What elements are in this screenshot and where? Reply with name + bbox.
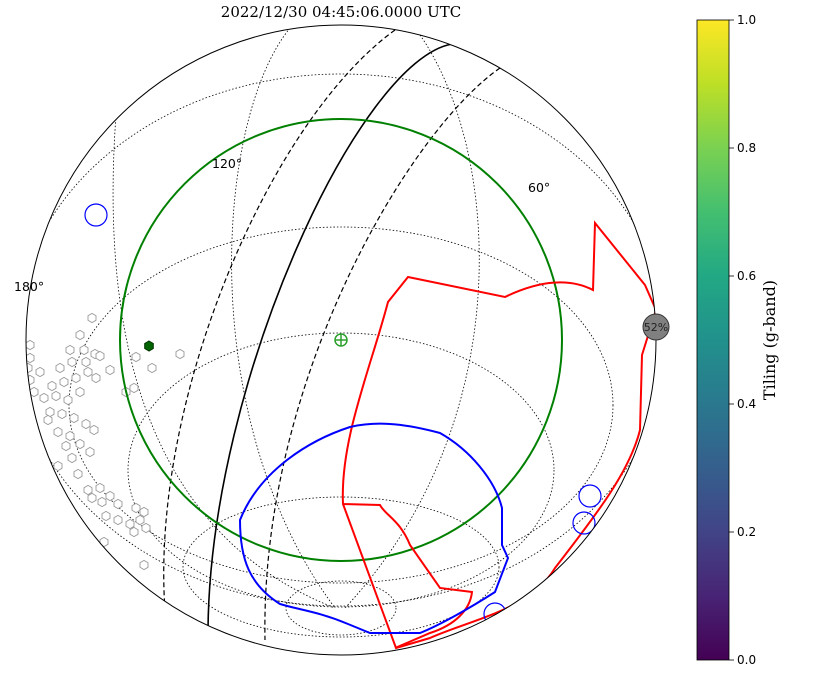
- survey-field-hexagon: [67, 356, 77, 368]
- survey-field-hexagon: [95, 482, 105, 494]
- survey-field-hexagon: [87, 312, 97, 324]
- survey-field-hexagon: [139, 506, 149, 518]
- colorbar-label: Tiling (g-band): [760, 280, 779, 400]
- survey-field-hexagon: [113, 498, 123, 510]
- survey-field-hexagon: [75, 438, 85, 450]
- survey-field-hexagon: [139, 559, 149, 571]
- survey-field-hexagon: [101, 510, 111, 522]
- survey-field-hexagon: [79, 344, 89, 356]
- colorbar-ticks: 0.0 0.2 0.4 0.6 0.8 1.0: [729, 13, 756, 667]
- survey-field-hexagon: [45, 406, 55, 418]
- chart-title: 2022/12/30 04:45:06.0000 UTC: [221, 3, 461, 21]
- survey-field-hexagon: [85, 446, 95, 458]
- survey-field-hexagon: [75, 386, 85, 398]
- survey-field-hexagon: [61, 440, 71, 452]
- zenith-marker-icon: [334, 333, 348, 347]
- survey-field-hexagon: [51, 390, 61, 402]
- grid-label-180: 180°: [14, 279, 44, 294]
- colorbar-tick-label: 0.8: [737, 141, 756, 155]
- survey-field-hexagon: [135, 514, 145, 526]
- horizon-circle: [119, 118, 563, 562]
- survey-field-hexagon: [26, 339, 35, 351]
- survey-field-hexagon: [141, 522, 151, 534]
- survey-field-hexagon: [87, 492, 97, 504]
- survey-field-hexagon: [129, 382, 139, 394]
- moon-illumination-label: 52%: [644, 321, 668, 334]
- survey-field-hexagon: [131, 502, 141, 514]
- colorbar-tick-label: 0.4: [737, 397, 756, 411]
- grid-label-60: 60°: [528, 180, 550, 195]
- colorbar-tick-label: 0.2: [737, 525, 756, 539]
- survey-field-hexagon: [99, 536, 109, 548]
- survey-field-hexagon: [131, 351, 141, 363]
- coverage-contour: [238, 422, 510, 634]
- colorbar-gradient: [696, 19, 730, 661]
- survey-field-hexagon: [89, 424, 99, 436]
- survey-field-hexagon: [26, 374, 35, 386]
- survey-field-hexagon: [67, 452, 77, 464]
- moon-icon: [642, 313, 670, 341]
- survey-fields: [26, 312, 185, 571]
- survey-field-hexagon: [65, 344, 75, 356]
- survey-field-hexagon: [81, 356, 91, 368]
- survey-field-hexagon: [57, 408, 67, 420]
- survey-field-hexagon: [81, 418, 91, 430]
- survey-field-hexagon: [63, 394, 73, 406]
- survey-field-hexagon: [147, 362, 157, 374]
- survey-field-hexagon: [65, 430, 75, 442]
- survey-field-hexagon: [43, 414, 53, 426]
- graticule-meridians: [112, 27, 480, 609]
- graticule-latitudes: [26, 73, 656, 638]
- survey-field-hexagon: [83, 484, 93, 496]
- survey-field-hexagon: [97, 496, 107, 508]
- survey-field-hexagon: [55, 362, 65, 374]
- galactic-plane: [207, 43, 453, 631]
- colorbar: 0.0 0.2 0.4 0.6 0.8 1.0 Tiling (g-band): [696, 13, 779, 667]
- survey-field-hexagon: [73, 468, 83, 480]
- survey-field-hexagon: [105, 364, 115, 376]
- survey-field-hexagon: [91, 372, 101, 384]
- colorbar-tick-label: 0.0: [737, 653, 756, 667]
- survey-field-hexagon: [47, 380, 57, 392]
- survey-field-hexagon: [75, 329, 85, 341]
- survey-field-hexagon: [53, 426, 63, 438]
- survey-field-hexagon: [69, 412, 79, 424]
- survey-field-hexagon: [71, 372, 81, 384]
- survey-field-hexagon: [83, 366, 93, 378]
- survey-field-hexagon: [113, 514, 123, 526]
- colorbar-tick-label: 0.6: [737, 269, 756, 283]
- survey-field-hexagon: [95, 350, 105, 362]
- globe: [26, 27, 656, 650]
- survey-field-hexagon: [53, 460, 63, 472]
- grid-label-120: 120°: [212, 156, 242, 171]
- survey-field-hexagon: [39, 392, 49, 404]
- ecliptic-band: [163, 29, 501, 641]
- localization-contour: [341, 220, 656, 650]
- survey-field-hexagon: [129, 526, 139, 538]
- survey-field-hexagon: [59, 376, 69, 388]
- survey-field-hexagon: [26, 352, 35, 364]
- survey-field-hexagon: [35, 366, 45, 378]
- colorbar-tick-label: 1.0: [737, 13, 756, 27]
- survey-field-hexagon: [125, 518, 135, 530]
- target-icon: [144, 340, 154, 352]
- survey-field-hexagon: [175, 348, 185, 360]
- survey-field-hexagon: [105, 490, 115, 502]
